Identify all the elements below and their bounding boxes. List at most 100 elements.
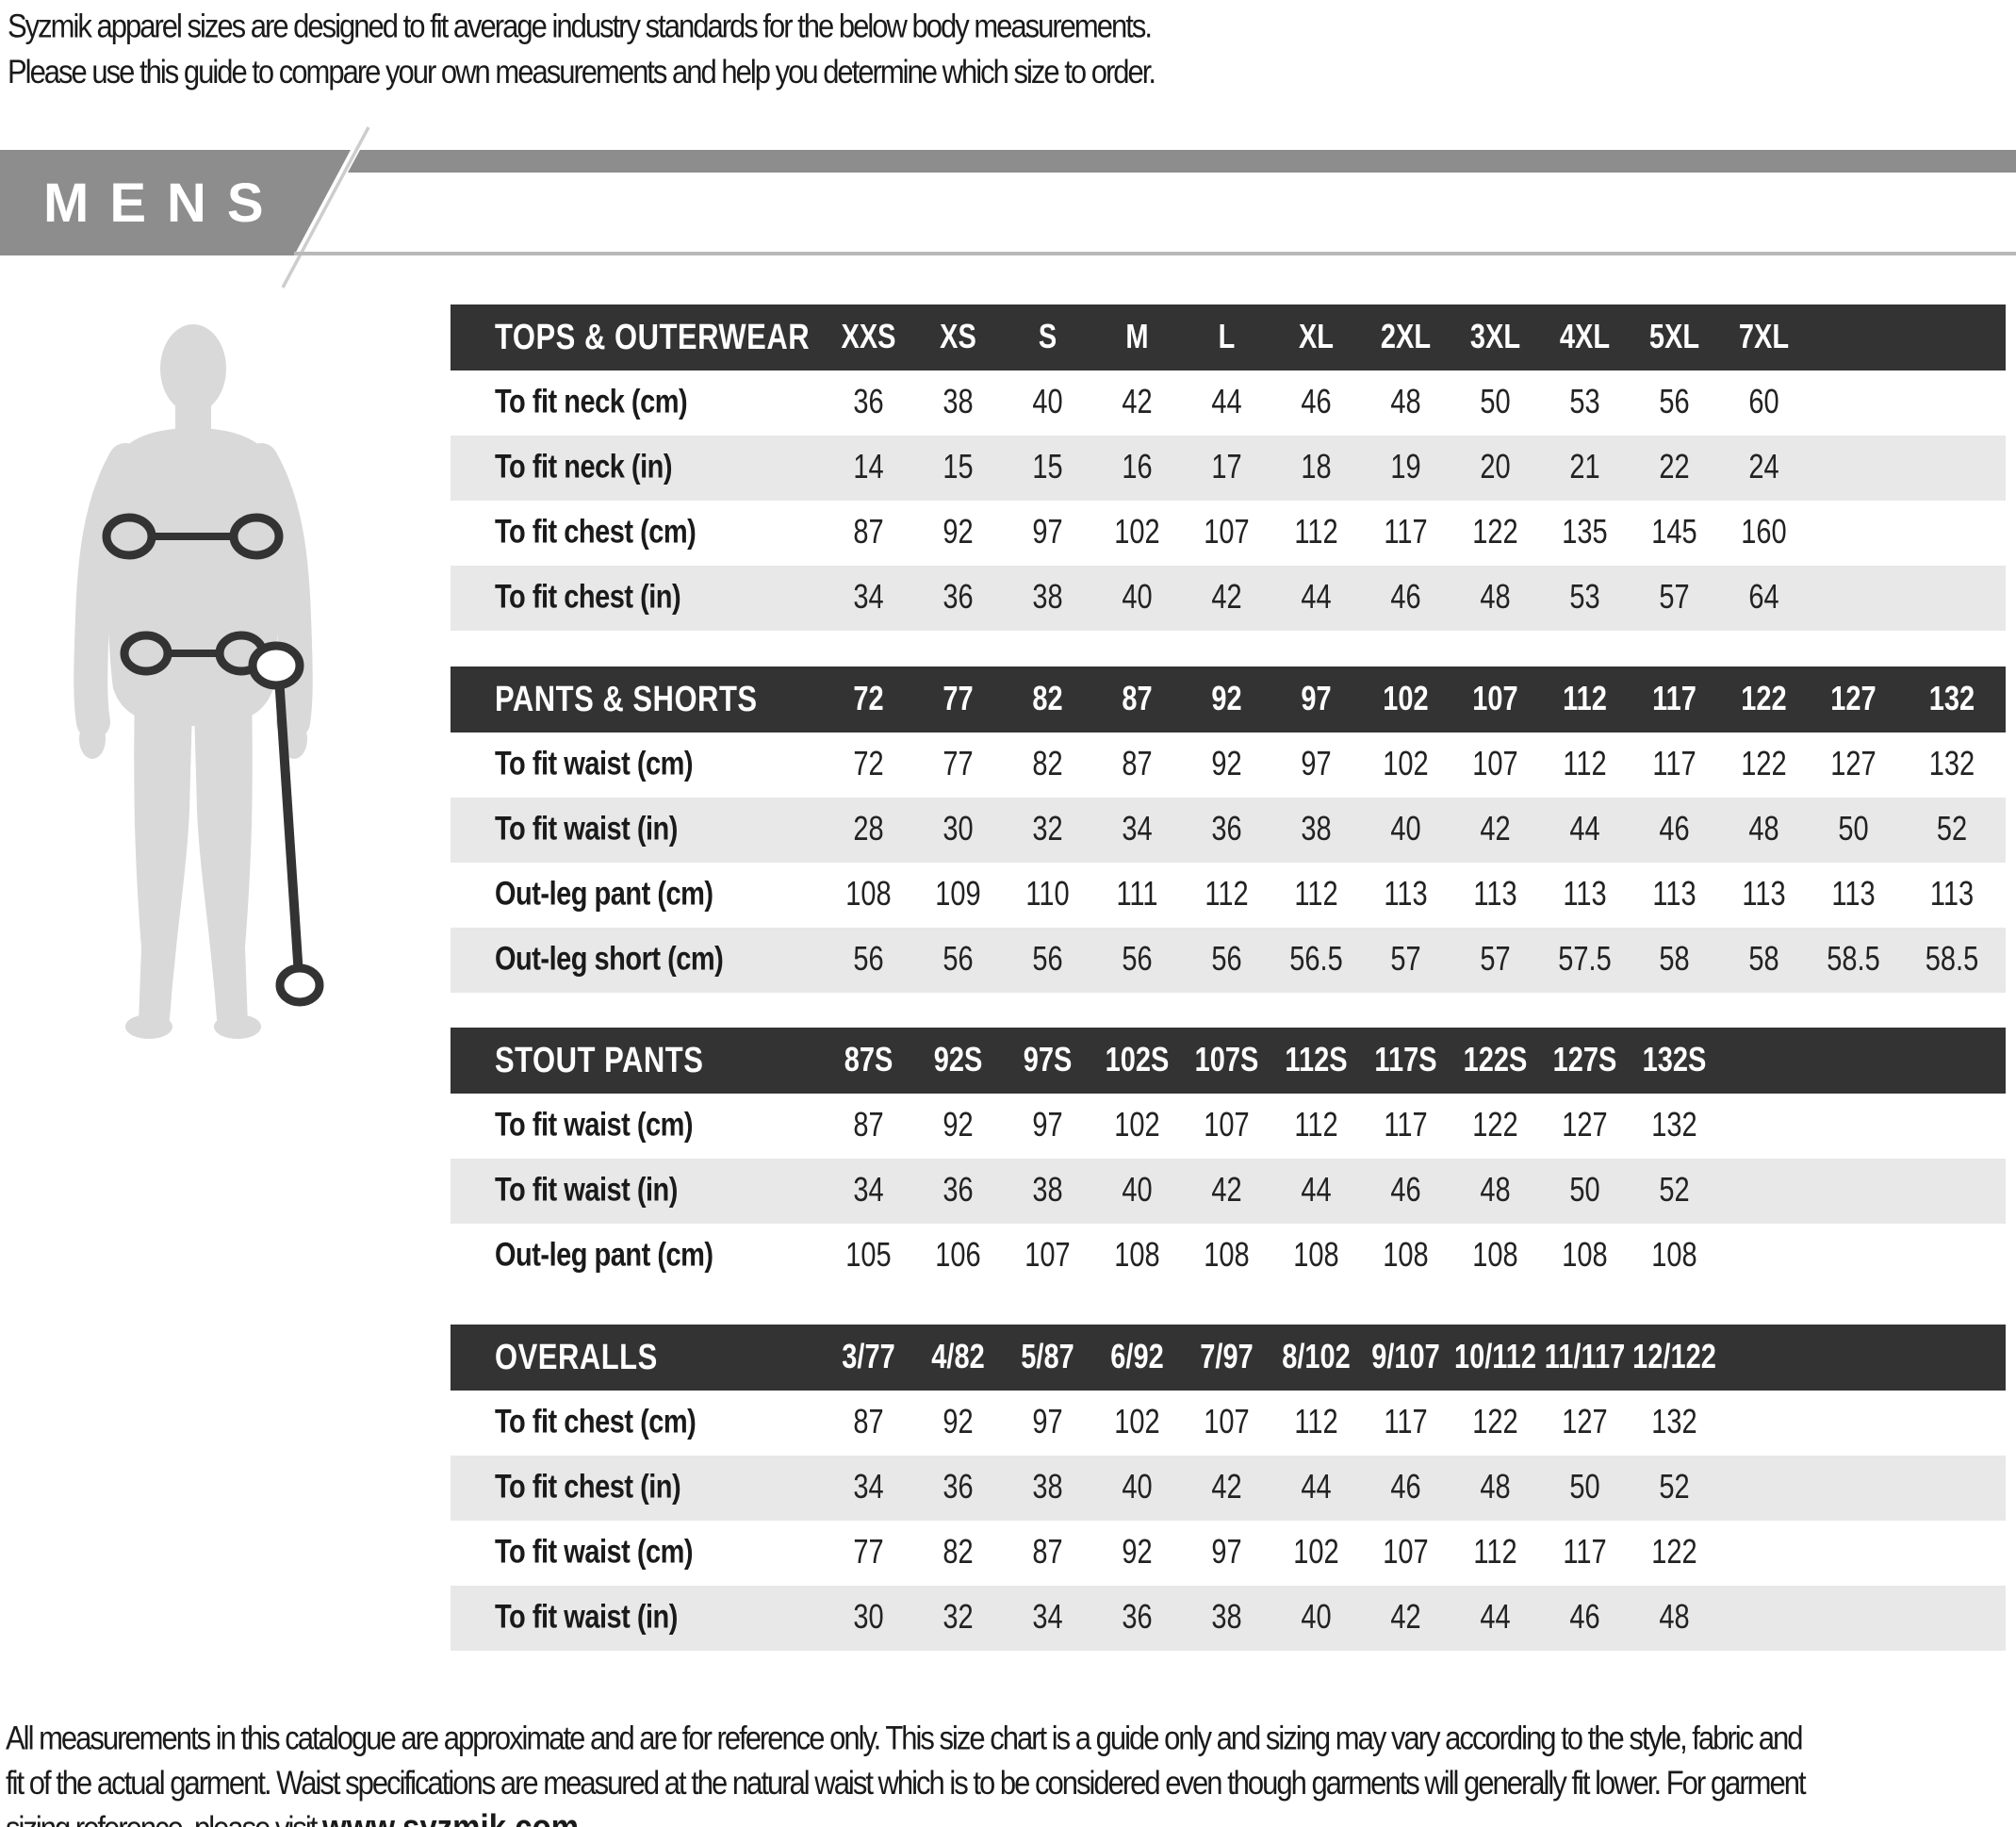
cell-value: 97 xyxy=(1301,745,1332,783)
size-column-header: 7/97 xyxy=(1200,1338,1254,1376)
cell-value: 17 xyxy=(1211,448,1242,486)
cell-value: 22 xyxy=(1659,448,1690,486)
cell-value: 42 xyxy=(1211,578,1242,617)
cell-value: 60 xyxy=(1748,383,1779,421)
row-label: Out-leg short (cm) xyxy=(495,941,724,979)
cell-value: 87 xyxy=(1122,745,1153,783)
cell-value: 48 xyxy=(1480,1171,1511,1210)
cell-value: 38 xyxy=(1211,1598,1242,1637)
cell-value: 52 xyxy=(1936,810,1968,848)
footer-line-3-prefix: sizing reference, please visit xyxy=(6,1809,322,1827)
size-column-header: 122 xyxy=(1741,680,1787,718)
size-column-header: 6/92 xyxy=(1110,1338,1164,1376)
cell-value: 127 xyxy=(1562,1106,1608,1144)
size-column-header: 3/77 xyxy=(842,1338,895,1376)
cell-value: 50 xyxy=(1569,1171,1600,1210)
cell-value: 21 xyxy=(1569,448,1600,486)
row-label: To fit chest (in) xyxy=(495,579,681,617)
size-column-header: 72 xyxy=(853,680,884,718)
table-row: To fit chest (in) 34 36 38 40 42 44 46 48 50 52 xyxy=(451,1456,2006,1521)
cell-value: 112 xyxy=(1294,1403,1338,1441)
size-column-header: 5/87 xyxy=(1021,1338,1074,1376)
cell-value: 58.5 xyxy=(1925,940,1979,979)
cell-value: 58.5 xyxy=(1827,940,1880,979)
table-header-row: PANTS & SHORTS 72 77 82 87 92 97 102 107 112 117 12… xyxy=(451,667,2006,732)
cell-value: 36 xyxy=(942,1468,974,1506)
cell-value: 113 xyxy=(1929,875,1975,914)
cell-value: 112 xyxy=(1473,1533,1517,1572)
table-header-row: TOPS & OUTERWEAR XXS XS S M L XL 2XL 3XL 4XL 5XL 7X… xyxy=(451,304,2006,370)
size-column-header: 97S xyxy=(1023,1041,1073,1079)
cell-value: 92 xyxy=(1122,1533,1153,1572)
cell-value: 36 xyxy=(942,578,974,617)
cell-value: 42 xyxy=(1480,810,1511,848)
size-column-header: 132 xyxy=(1928,680,1975,718)
cell-value: 108 xyxy=(1651,1236,1697,1275)
size-column-header: XXS xyxy=(841,318,896,356)
table-header-row: STOUT PANTS 87S 92S 97S 102S 107S 112S 117S 122S… xyxy=(451,1028,2006,1094)
cell-value: 44 xyxy=(1211,383,1242,421)
table-row: To fit chest (in) 34 36 38 40 42 44 46 48 53 57 64 xyxy=(451,566,2006,631)
cell-value: 46 xyxy=(1569,1598,1600,1637)
cell-value: 24 xyxy=(1748,448,1779,486)
cell-value: 34 xyxy=(853,1468,884,1506)
cell-value: 36 xyxy=(1211,810,1242,848)
cell-value: 107 xyxy=(1204,513,1250,551)
website-link[interactable]: www.syzmik.com xyxy=(322,1806,580,1827)
cell-value: 38 xyxy=(1032,578,1063,617)
size-column-header: 127 xyxy=(1830,680,1877,718)
cell-value: 145 xyxy=(1651,513,1697,551)
cell-value: 122 xyxy=(1472,513,1518,551)
size-column-header: 4/82 xyxy=(931,1338,985,1376)
cell-value: 38 xyxy=(942,383,974,421)
size-column-header: 107 xyxy=(1472,680,1518,718)
cell-value: 105 xyxy=(845,1236,892,1275)
chest-left-ring xyxy=(102,513,156,560)
cell-value: 108 xyxy=(1472,1236,1518,1275)
cell-value: 56 xyxy=(1211,940,1242,979)
cell-value: 77 xyxy=(942,745,974,783)
row-label: To fit chest (in) xyxy=(495,1469,681,1506)
cell-value: 18 xyxy=(1301,448,1332,486)
cell-value: 122 xyxy=(1651,1533,1697,1572)
cell-value: 36 xyxy=(853,383,884,421)
size-table-pants-shorts: PANTS & SHORTS 72 77 82 87 92 97 102 107 112 117 12… xyxy=(451,667,2006,993)
size-column-header: 3XL xyxy=(1469,318,1521,356)
cell-value: 42 xyxy=(1390,1598,1421,1637)
cell-value: 50 xyxy=(1569,1468,1600,1506)
cell-value: 40 xyxy=(1122,578,1153,617)
footer-disclaimer: All measurements in this catalogue are a… xyxy=(6,1716,1807,1827)
cell-value: 108 xyxy=(1562,1236,1608,1275)
size-table-tops-outerwear: TOPS & OUTERWEAR XXS XS S M L XL 2XL 3XL 4XL 5XL 7X… xyxy=(451,304,2006,631)
cell-value: 40 xyxy=(1122,1468,1153,1506)
row-label: To fit waist (cm) xyxy=(495,1107,694,1144)
cell-value: 48 xyxy=(1480,1468,1511,1506)
waist-right-ring xyxy=(215,631,268,676)
intro-line-2: Please use this guide to compare your ow… xyxy=(8,52,1156,91)
row-label: Out-leg pant (cm) xyxy=(495,876,713,914)
cell-value: 72 xyxy=(853,745,884,783)
cell-value: 57 xyxy=(1390,940,1421,979)
table-row: To fit waist (cm) 72 77 82 87 92 97 102 107 112 11… xyxy=(451,732,2006,798)
cell-value: 48 xyxy=(1480,578,1511,617)
cell-value: 117 xyxy=(1652,745,1696,783)
table-row: To fit waist (in) 28 30 32 34 36 38 40 42 44 46 48 5… xyxy=(451,798,2006,863)
cell-value: 15 xyxy=(942,448,974,486)
cell-value: 44 xyxy=(1301,1171,1332,1210)
cell-value: 82 xyxy=(942,1533,974,1572)
cell-value: 132 xyxy=(1928,745,1975,783)
cell-value: 14 xyxy=(853,448,884,486)
row-label: To fit waist (in) xyxy=(495,1599,678,1637)
cell-value: 42 xyxy=(1122,383,1153,421)
cell-value: 52 xyxy=(1659,1468,1690,1506)
table-row: Out-leg pant (cm) 108 109 110 111 112 112 113 11… xyxy=(451,863,2006,928)
outleg-top-ring xyxy=(248,641,304,690)
row-label: Out-leg pant (cm) xyxy=(495,1237,713,1275)
cell-value: 38 xyxy=(1301,810,1332,848)
cell-value: 40 xyxy=(1301,1598,1332,1637)
cell-value: 44 xyxy=(1480,1598,1511,1637)
cell-value: 107 xyxy=(1204,1106,1250,1144)
size-column-header: 77 xyxy=(942,680,974,718)
cell-value: 34 xyxy=(853,578,884,617)
